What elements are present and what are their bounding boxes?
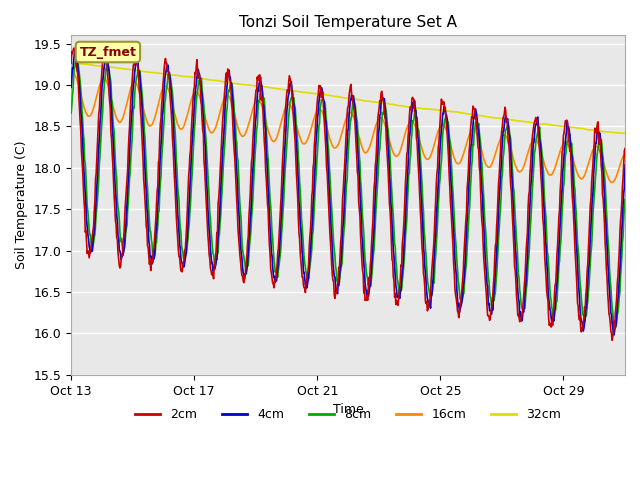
Legend: 2cm, 4cm, 8cm, 16cm, 32cm: 2cm, 4cm, 8cm, 16cm, 32cm xyxy=(130,403,566,426)
X-axis label: Time: Time xyxy=(333,403,364,416)
Text: TZ_fmet: TZ_fmet xyxy=(79,46,136,59)
Y-axis label: Soil Temperature (C): Soil Temperature (C) xyxy=(15,141,28,269)
Title: Tonzi Soil Temperature Set A: Tonzi Soil Temperature Set A xyxy=(239,15,457,30)
